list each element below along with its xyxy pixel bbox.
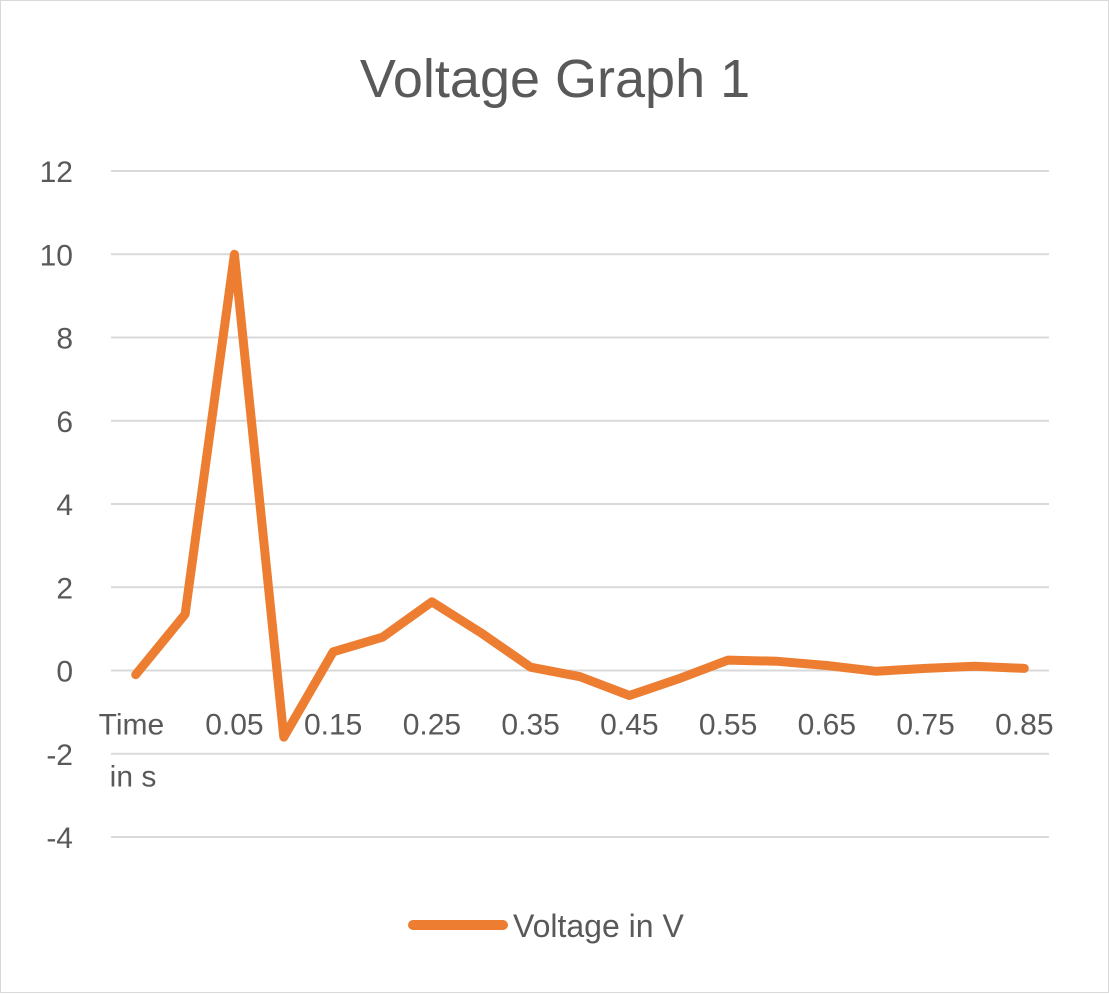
x-axis-ticks: Time in s 0.05 0.15 0.25 0.35 0.45 0.55 0.65 0.75… <box>99 709 1054 794</box>
legend-label: Voltage in V <box>513 908 684 944</box>
x-tick-label: 0.45 <box>600 709 658 742</box>
x-tick-label: 0.35 <box>501 709 559 742</box>
y-tick-label: 8 <box>56 323 73 356</box>
legend: Voltage in V <box>408 908 684 944</box>
series-line <box>131 249 1029 742</box>
y-tick-label: -4 <box>46 822 73 855</box>
y-tick-label: 10 <box>40 239 73 272</box>
x-tick-label: 0.05 <box>205 709 263 742</box>
y-tick-label: 4 <box>56 489 73 522</box>
series-layer <box>131 249 1029 742</box>
y-tick-label: 0 <box>56 656 73 689</box>
x-tick-label: 0.75 <box>896 709 954 742</box>
y-tick-label: 6 <box>56 406 73 439</box>
x-tick-label: 0.25 <box>403 709 461 742</box>
y-tick-label: -2 <box>46 739 73 772</box>
x-tick-label: 0.15 <box>304 709 362 742</box>
y-axis-ticks: -4 -2 0 2 4 6 8 10 12 <box>40 156 73 855</box>
chart-title: Voltage Graph 1 <box>360 49 750 109</box>
x-tick-label: 0.55 <box>699 709 757 742</box>
y-tick-label: 2 <box>56 572 73 605</box>
x-tick-label: 0.85 <box>995 709 1053 742</box>
x-tick-label: Time in s <box>99 709 165 794</box>
y-tick-label: 12 <box>40 156 73 189</box>
x-tick-label: 0.65 <box>798 709 856 742</box>
